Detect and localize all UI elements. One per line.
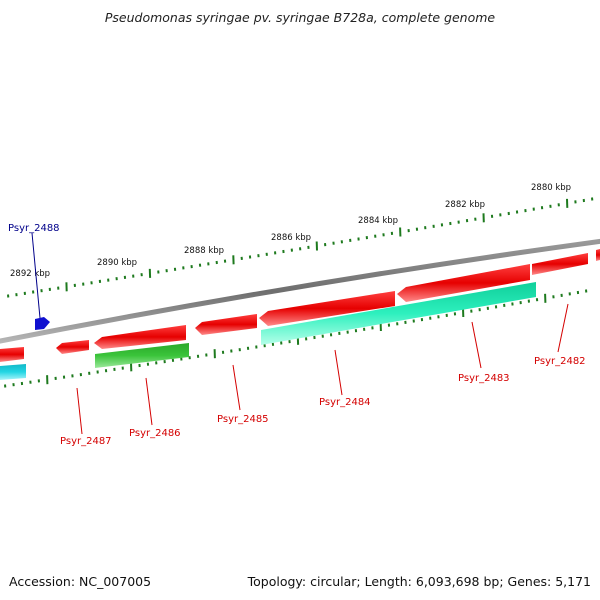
leader-psyr-2482 [557, 303, 569, 353]
genome-summary-text: Topology: circular; Length: 6,093,698 bp… [247, 574, 591, 589]
gene-psyr-2484-fwd[interactable] [259, 291, 395, 326]
leader-psyr-2488 [31, 232, 41, 319]
gene-psyr-2487[interactable] [56, 340, 89, 354]
gene-psyr-2486[interactable] [95, 343, 189, 368]
gene-label-psyr-2483[interactable]: Psyr_2483 [458, 373, 510, 384]
label-leaders [31, 232, 569, 435]
gene-psyr-2482[interactable] [532, 253, 588, 275]
map-title: Pseudomonas syringae pv. syringae B728a,… [105, 10, 496, 25]
tick-label-2892: 2892 kbp [10, 269, 50, 279]
gene-psyr-2483-fwd[interactable] [397, 264, 530, 302]
gene-psyr-2486-fwd[interactable] [94, 325, 186, 349]
leader-psyr-2483 [471, 321, 482, 369]
gene-psyr-2484[interactable] [261, 282, 536, 345]
gene-label-psyr-2487[interactable]: Psyr_2487 [60, 436, 112, 447]
gene-label-psyr-2486[interactable]: Psyr_2486 [129, 428, 181, 439]
leader-psyr-2487 [76, 387, 83, 435]
genome-backbone [0, 238, 600, 344]
tick-label-2882: 2882 kbp [445, 200, 485, 210]
gene-label-psyr-2485[interactable]: Psyr_2485 [217, 414, 269, 425]
forward-genes [0, 249, 600, 362]
leader-psyr-2486 [145, 377, 153, 426]
leader-psyr-2484 [334, 349, 343, 396]
tick-label-2888: 2888 kbp [184, 246, 224, 256]
tick-label-2884: 2884 kbp [358, 216, 398, 226]
reverse-genes [0, 282, 536, 380]
tick-label-2880: 2880 kbp [531, 183, 571, 193]
gene-label-psyr-2488[interactable]: Psyr_2488 [8, 223, 60, 234]
gene-label-psyr-2482[interactable]: Psyr_2482 [534, 356, 586, 367]
leader-psyr-2485 [232, 364, 241, 411]
gene-psyr-2482b[interactable] [596, 249, 600, 261]
gene-psyr-2485[interactable] [195, 314, 257, 335]
tick-label-2886: 2886 kbp [271, 233, 311, 243]
outer-tick-row [7, 197, 594, 298]
gene-psyr-2490[interactable] [0, 364, 26, 380]
tick-label-2890: 2890 kbp [97, 258, 137, 268]
inner-tick-row [4, 289, 588, 388]
gene-psyr-2488[interactable] [35, 317, 50, 330]
gene-psyr-2489[interactable] [0, 347, 24, 362]
accession-text: Accession: NC_007005 [9, 574, 151, 589]
gene-label-psyr-2484[interactable]: Psyr_2484 [319, 397, 371, 408]
